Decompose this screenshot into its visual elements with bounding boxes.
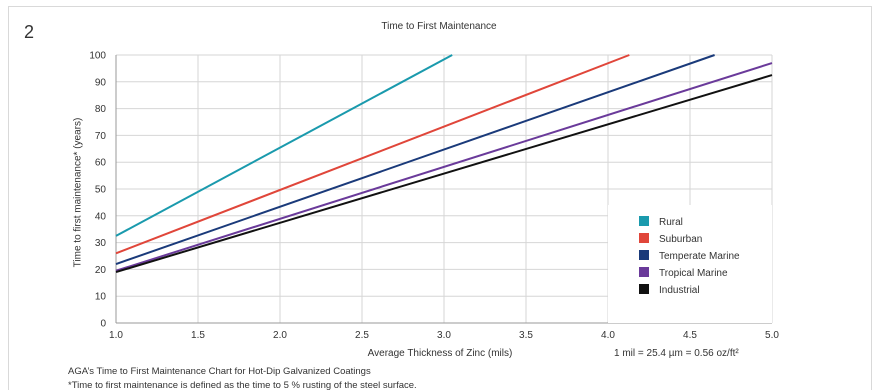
- series-line-industrial: [115, 74, 773, 274]
- y-tick-label: 100: [89, 51, 106, 62]
- y-tick-label: 90: [95, 77, 107, 88]
- y-tick-label: 70: [95, 131, 107, 142]
- legend-label: Industrial: [659, 285, 700, 296]
- y-tick-label: 40: [95, 211, 107, 222]
- legend-label: Rural: [659, 217, 683, 228]
- legend-label: Tropical Marine: [659, 268, 728, 279]
- x-tick-label: 3.5: [519, 330, 533, 341]
- x-tick-label: 1.5: [191, 330, 205, 341]
- x-tick-label: 4.5: [683, 330, 697, 341]
- series-line-suburban: [115, 54, 630, 255]
- y-tick-label: 60: [95, 158, 107, 169]
- caption-line-2: *Time to first maintenance is defined as…: [68, 380, 417, 391]
- figure-frame: [8, 6, 872, 390]
- x-tick-label: 2.0: [273, 330, 287, 341]
- legend-swatch: [639, 284, 649, 294]
- legend-swatch: [639, 233, 649, 243]
- series-line-rural: [115, 54, 453, 237]
- legend-swatch: [639, 267, 649, 277]
- caption-line-1: AGA’s Time to First Maintenance Chart fo…: [68, 366, 371, 377]
- y-tick-label: 10: [95, 292, 107, 303]
- x-tick-label: 2.5: [355, 330, 369, 341]
- y-tick-label: 50: [95, 185, 107, 196]
- chart-title: Time to First Maintenance: [381, 21, 497, 32]
- series-line-temperate-marine: [115, 54, 715, 265]
- units-note: 1 mil = 25.4 µm = 0.56 oz/ft²: [614, 348, 739, 359]
- figure-number: 2: [24, 22, 35, 42]
- y-tick-label: 30: [95, 238, 107, 249]
- y-tick-label: 20: [95, 265, 107, 276]
- x-tick-label: 1.0: [109, 330, 123, 341]
- x-axis-label: Average Thickness of Zinc (mils): [367, 348, 513, 359]
- legend-swatch: [639, 216, 649, 226]
- x-tick-label: 3.0: [437, 330, 451, 341]
- y-tick-label: 0: [100, 319, 106, 330]
- legend-swatch: [639, 250, 649, 260]
- y-tick-label: 80: [95, 104, 107, 115]
- legend-label: Temperate Marine: [659, 251, 740, 262]
- x-tick-label: 4.0: [601, 330, 615, 341]
- legend-box: [608, 205, 772, 323]
- x-tick-label: 5.0: [765, 330, 779, 341]
- legend-label: Suburban: [659, 234, 702, 245]
- series-line-tropical-marine: [115, 62, 773, 272]
